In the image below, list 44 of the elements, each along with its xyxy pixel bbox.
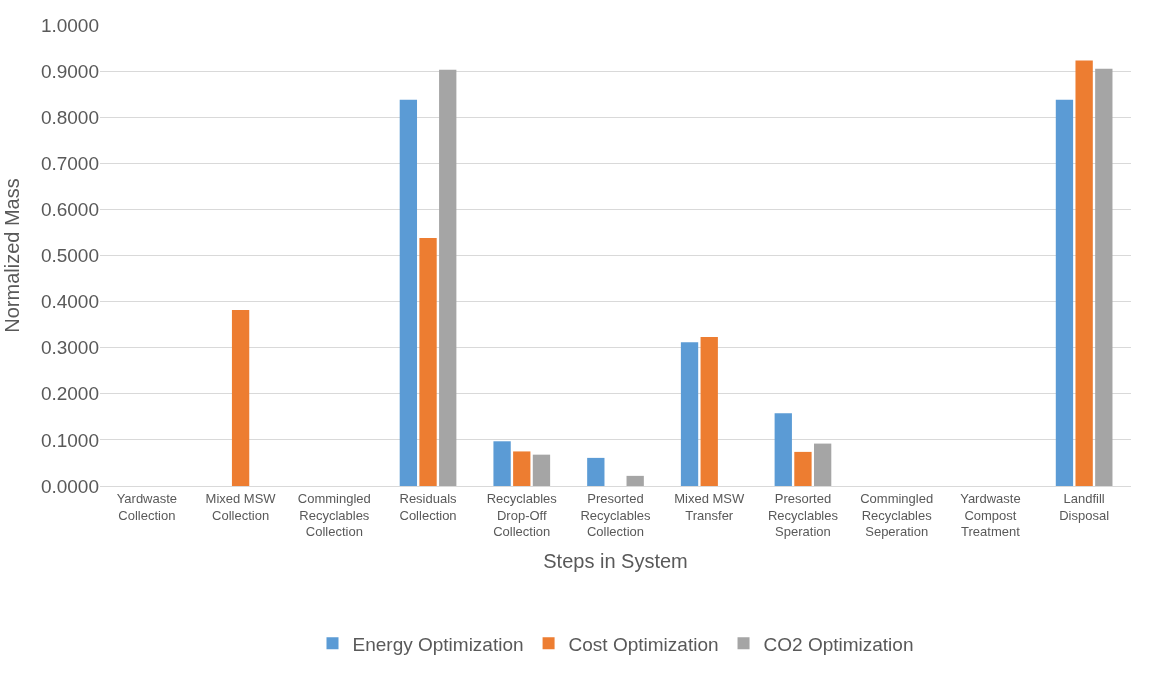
- legend-label: CO2 Optimization: [763, 633, 914, 655]
- x-tick-label: Presorted Recyclables Speration: [767, 490, 839, 540]
- bar: [700, 337, 718, 486]
- bar: [680, 342, 699, 486]
- y-tick-label: 0.3000: [40, 337, 99, 359]
- bar: [774, 413, 792, 486]
- bar: [231, 309, 250, 486]
- y-tick-label: 0.6000: [40, 199, 99, 221]
- x-tick-label: Recyclables Drop-Off Collection: [486, 490, 558, 540]
- bar: [1075, 60, 1093, 486]
- y-tick-label: 1.0000: [40, 14, 99, 36]
- bar: [493, 441, 511, 486]
- x-tick-label: Mixed MSW Collection: [205, 490, 277, 523]
- bar: [513, 451, 531, 486]
- y-tick-label: 0.0000: [40, 475, 99, 497]
- y-tick-label: 0.7000: [40, 152, 99, 174]
- x-tick-label: Presorted Recyclables Collection: [580, 490, 652, 540]
- bar: [399, 99, 418, 486]
- y-tick-label: 0.5000: [40, 245, 99, 267]
- bar: [1095, 68, 1113, 486]
- x-tick-label: Landfill Disposal: [1059, 490, 1110, 523]
- bar: [439, 69, 457, 486]
- bar: [587, 457, 605, 486]
- bar: [419, 237, 437, 486]
- x-tick-label: Commingled Recyclables Seperation: [860, 490, 934, 540]
- y-axis-title: Normalized Mass: [1, 178, 24, 333]
- bar: [532, 454, 551, 486]
- x-tick-label: Commingled Recyclables Collection: [297, 490, 371, 540]
- bar: [626, 475, 644, 486]
- y-tick-label: 0.1000: [40, 429, 99, 451]
- x-tick-label: Residuals Collection: [399, 490, 458, 523]
- x-axis-title: Steps in System: [543, 549, 688, 572]
- x-tick-label: Yardwaste Compost Treatment: [960, 490, 1021, 540]
- y-tick-label: 0.4000: [40, 291, 99, 313]
- legend-label: Cost Optimization: [568, 633, 719, 655]
- x-tick-label: Mixed MSW Transfer: [674, 490, 745, 523]
- bar: [794, 451, 812, 486]
- legend-label: Energy Optimization: [352, 633, 524, 655]
- bar: [813, 443, 832, 486]
- x-tick-label: Yardwaste Collection: [116, 490, 178, 523]
- y-tick-label: 0.9000: [40, 60, 99, 82]
- bar: [1055, 99, 1074, 486]
- y-tick-label: 0.8000: [40, 106, 99, 128]
- y-tick-label: 0.2000: [40, 383, 99, 405]
